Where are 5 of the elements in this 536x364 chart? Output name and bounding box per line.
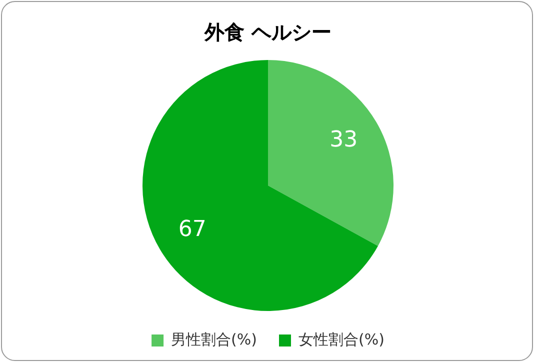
chart-title: 外食 ヘルシー bbox=[204, 20, 332, 44]
data-label: 33 bbox=[330, 128, 358, 152]
legend-label: 男性割合(%) bbox=[171, 330, 258, 348]
data-label: 67 bbox=[178, 216, 206, 242]
legend-label: 女性割合(%) bbox=[298, 330, 384, 348]
